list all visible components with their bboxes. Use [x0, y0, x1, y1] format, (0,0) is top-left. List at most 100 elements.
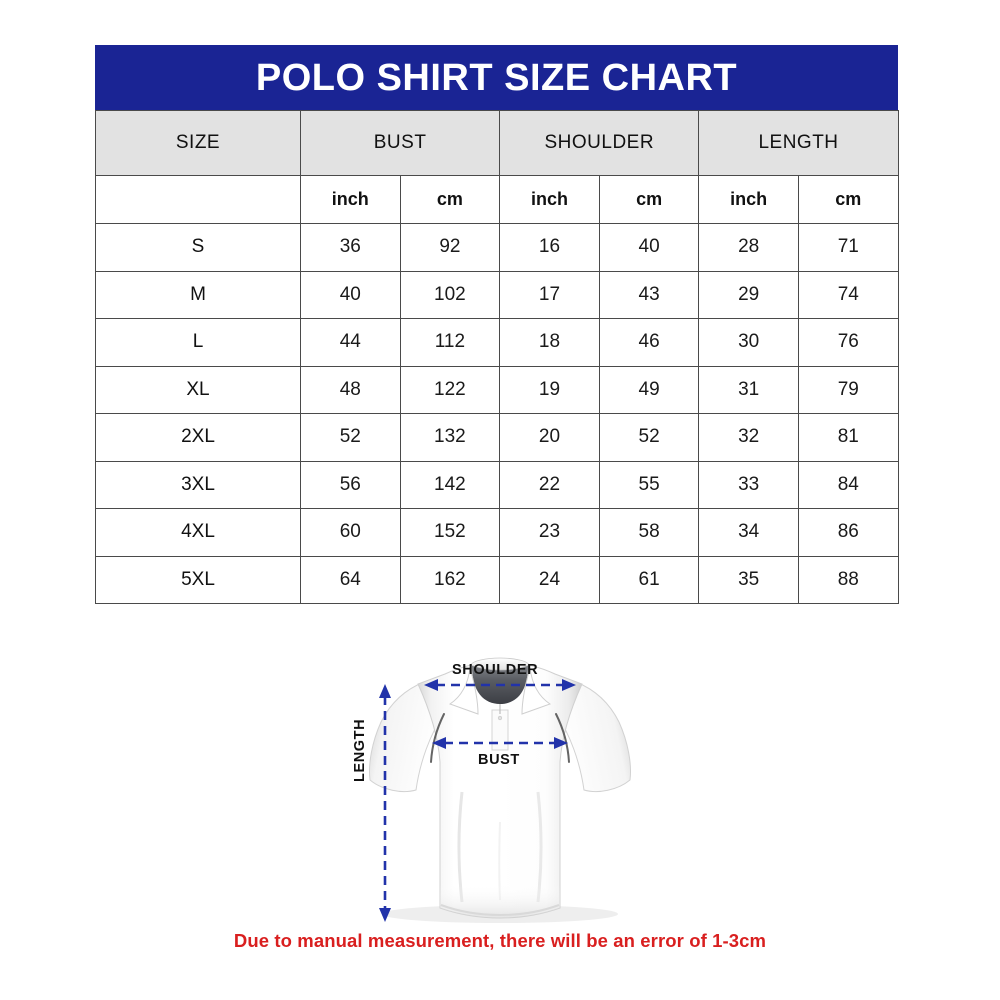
- table-row: 3XL 56 142 22 55 33 84: [95, 460, 899, 509]
- cell-shoulder-inch: 16: [499, 223, 600, 272]
- cell-shoulder-inch: 22: [499, 460, 600, 509]
- cell-size: L: [95, 318, 301, 367]
- length-label: LENGTH: [352, 718, 368, 782]
- unit-cell-shoulder-inch: inch: [499, 175, 600, 224]
- cell-shoulder-inch: 18: [499, 318, 600, 367]
- collar-wing-right: [521, 667, 552, 715]
- table-body: S 36 92 16 40 28 71 M 40 102 17 43 29 74…: [95, 223, 899, 604]
- cell-size: 4XL: [95, 508, 301, 557]
- bust-label: BUST: [478, 752, 520, 768]
- unit-cell-bust-cm: cm: [399, 175, 501, 224]
- cell-length-cm: 76: [797, 318, 899, 367]
- table-row: 4XL 60 152 23 58 34 86: [95, 508, 899, 557]
- cell-bust-cm: 122: [399, 365, 501, 414]
- cell-length-cm: 84: [797, 460, 899, 509]
- shoulder-measure-arrow: [424, 679, 576, 691]
- cell-length-cm: 81: [797, 413, 899, 462]
- cell-length-inch: 29: [698, 270, 799, 319]
- shirt-sleeve-right: [555, 681, 631, 793]
- cell-size: M: [95, 270, 301, 319]
- shirt-collar-band: [470, 657, 530, 671]
- shoulder-label: SHOULDER: [452, 662, 539, 678]
- cell-size: 3XL: [95, 460, 301, 509]
- cell-bust-cm: 152: [399, 508, 501, 557]
- cell-length-inch: 31: [698, 365, 799, 414]
- unit-cell-blank: [95, 175, 301, 224]
- cell-length-inch: 28: [698, 223, 799, 272]
- cell-shoulder-cm: 61: [598, 555, 700, 604]
- cell-shoulder-cm: 40: [598, 223, 700, 272]
- cell-bust-inch: 56: [300, 460, 401, 509]
- cell-bust-cm: 132: [399, 413, 501, 462]
- table-row: M 40 102 17 43 29 74: [95, 270, 899, 319]
- cell-bust-cm: 92: [399, 223, 501, 272]
- length-measure-arrow: [379, 684, 391, 922]
- column-header-length: LENGTH: [698, 110, 899, 176]
- cell-bust-inch: 52: [300, 413, 401, 462]
- column-header-bust: BUST: [299, 110, 501, 176]
- placket-button: [497, 715, 503, 721]
- cell-shoulder-inch: 24: [499, 555, 600, 604]
- measurement-diagram: SHOULDER BUST LENGTH: [0, 622, 1000, 932]
- column-header-shoulder: SHOULDER: [499, 110, 700, 176]
- armhole-seam-left: [430, 713, 445, 763]
- shirt-hem: [440, 884, 560, 918]
- cell-shoulder-cm: 49: [598, 365, 700, 414]
- table-row: 5XL 64 162 24 61 35 88: [95, 555, 899, 604]
- cell-shoulder-cm: 46: [598, 318, 700, 367]
- table-row: 2XL 52 132 20 52 32 81: [95, 413, 899, 462]
- unit-cell-bust-inch: inch: [300, 175, 401, 224]
- shirt-sleeve-left: [369, 681, 445, 793]
- unit-cell-shoulder-cm: cm: [598, 175, 700, 224]
- chart-title-banner: POLO SHIRT SIZE CHART: [95, 45, 898, 110]
- cell-bust-inch: 64: [300, 555, 401, 604]
- cell-bust-cm: 102: [399, 270, 501, 319]
- cell-length-cm: 88: [797, 555, 899, 604]
- cell-shoulder-cm: 52: [598, 413, 700, 462]
- cell-shoulder-cm: 55: [598, 460, 700, 509]
- cell-shoulder-cm: 58: [598, 508, 700, 557]
- cell-shoulder-cm: 43: [598, 270, 700, 319]
- cell-bust-inch: 60: [300, 508, 401, 557]
- column-header-size: SIZE: [95, 110, 301, 176]
- cell-length-cm: 71: [797, 223, 899, 272]
- cell-bust-cm: 112: [399, 318, 501, 367]
- cell-size: XL: [95, 365, 301, 414]
- cell-bust-inch: 36: [300, 223, 401, 272]
- cell-bust-cm: 142: [399, 460, 501, 509]
- group-header-row: SIZE BUST SHOULDER LENGTH: [95, 110, 899, 176]
- cell-shoulder-inch: 20: [499, 413, 600, 462]
- polo-shirt-illustration: [369, 657, 631, 923]
- cell-length-inch: 35: [698, 555, 799, 604]
- bust-measure-arrow: [432, 737, 568, 749]
- measurement-disclaimer: Due to manual measurement, there will be…: [233, 930, 767, 951]
- size-chart-table: SIZE BUST SHOULDER LENGTH inch cm inch c…: [95, 110, 899, 604]
- cell-length-inch: 34: [698, 508, 799, 557]
- table-row: S 36 92 16 40 28 71: [95, 223, 899, 272]
- cell-size: 5XL: [95, 555, 301, 604]
- unit-cell-length-inch: inch: [698, 175, 799, 224]
- hem-edge: [440, 904, 560, 917]
- cell-size: 2XL: [95, 413, 301, 462]
- cell-length-cm: 86: [797, 508, 899, 557]
- cell-length-inch: 33: [698, 460, 799, 509]
- table-row: L 44 112 18 46 30 76: [95, 318, 899, 367]
- cell-bust-cm: 162: [399, 555, 501, 604]
- unit-header-row: inch cm inch cm inch cm: [95, 175, 899, 224]
- shirt-collar-inner: [472, 660, 528, 704]
- cell-bust-inch: 48: [300, 365, 401, 414]
- cell-length-cm: 79: [797, 365, 899, 414]
- cell-length-inch: 30: [698, 318, 799, 367]
- cell-length-cm: 74: [797, 270, 899, 319]
- cell-bust-inch: 44: [300, 318, 401, 367]
- cell-shoulder-inch: 17: [499, 270, 600, 319]
- cell-size: S: [95, 223, 301, 272]
- page-title: POLO SHIRT SIZE CHART: [255, 56, 738, 99]
- collar-wing-left: [448, 667, 479, 715]
- cell-bust-inch: 40: [300, 270, 401, 319]
- table-row: XL 48 122 19 49 31 79: [95, 365, 899, 414]
- armhole-seam-right: [555, 713, 570, 763]
- cell-length-inch: 32: [698, 413, 799, 462]
- cell-shoulder-inch: 19: [499, 365, 600, 414]
